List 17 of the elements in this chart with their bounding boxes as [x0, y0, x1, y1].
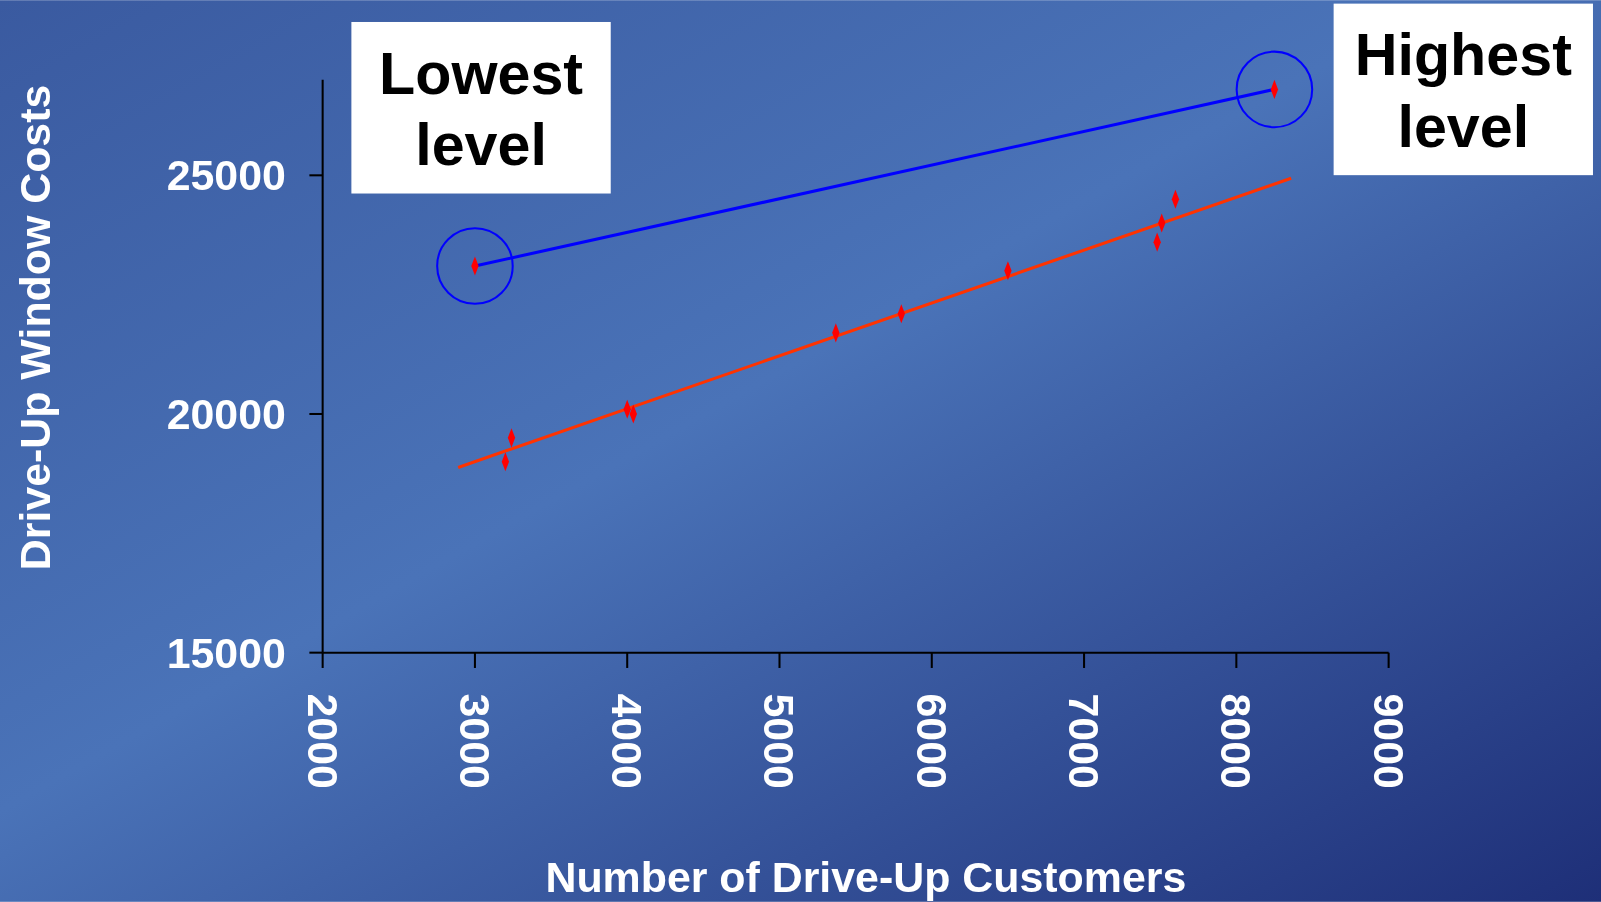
- x-tick-label: 2000: [298, 693, 347, 789]
- x-tick-label: 8000: [1212, 693, 1261, 789]
- x-tick-label: 3000: [450, 693, 499, 789]
- x-tick-label: 5000: [755, 693, 804, 789]
- x-tick-label: 6000: [907, 693, 956, 789]
- y-tick-label: 15000: [166, 628, 286, 677]
- x-axis-title: Number of Drive-Up Customers: [545, 852, 1187, 901]
- point: [436, 227, 514, 305]
- annotation: Highest level: [1354, 21, 1572, 160]
- x-tick-label: 7000: [1060, 693, 1109, 789]
- y-tick-label: 20000: [166, 390, 286, 438]
- y-axis-title: Drive-Up Window Costs: [10, 84, 59, 571]
- x-tick-label: 9000: [1364, 693, 1413, 789]
- x-tick-label: 4000: [603, 693, 652, 789]
- y-tick-label: 25000: [166, 151, 286, 200]
- annotation: Lowest level: [379, 39, 584, 179]
- point: [1235, 50, 1314, 129]
